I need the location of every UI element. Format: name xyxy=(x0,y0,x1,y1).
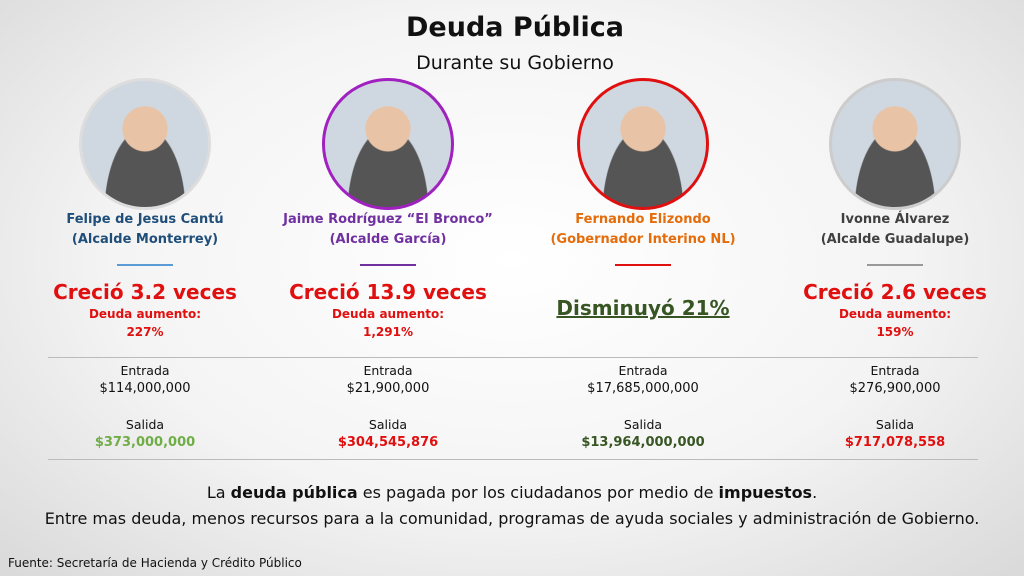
entry: $21,900,000 xyxy=(346,381,430,396)
accent-line xyxy=(615,264,671,266)
footer-line: Entre mas deuda, menos recursos para a l… xyxy=(44,509,980,528)
role: (Alcalde Monterrey) xyxy=(71,232,219,247)
increase: 159% xyxy=(876,325,914,339)
increase: 227% xyxy=(126,325,164,339)
divider xyxy=(48,357,978,358)
text: es pagada por los ciudadanos por medio d… xyxy=(357,483,719,502)
exit-label: Salida xyxy=(875,417,915,432)
name: Felipe de Jesus Cantú xyxy=(66,212,224,227)
headline: Creció 13.9 veces xyxy=(289,280,487,304)
increase: 1,291% xyxy=(363,325,413,339)
text: La xyxy=(206,483,231,502)
subtitle: Durante su Gobierno xyxy=(416,52,614,74)
title: Deuda Pública xyxy=(406,12,624,43)
exit-label: Salida xyxy=(623,417,663,432)
increase-label: Deuda aumento: xyxy=(838,307,952,321)
entry-label: Entrada xyxy=(120,363,170,378)
name: Ivonne Álvarez xyxy=(840,212,950,227)
exit: $304,545,876 xyxy=(337,435,439,450)
role: (Alcalde García) xyxy=(329,232,447,247)
entry: $114,000,000 xyxy=(99,381,191,396)
entry-label: Entrada xyxy=(618,363,668,378)
name: Jaime Rodríguez “El Bronco” xyxy=(283,212,493,227)
photo xyxy=(829,78,961,210)
role: (Gobernador Interino NL) xyxy=(550,232,736,247)
increase-label: Deuda aumento: xyxy=(331,307,445,321)
footer-line: La deuda pública es pagada por los ciuda… xyxy=(207,483,817,502)
photo xyxy=(577,78,709,210)
accent-line xyxy=(360,264,416,266)
entry: $17,685,000,000 xyxy=(587,381,699,396)
entry-label: Entrada xyxy=(363,363,413,378)
text: . xyxy=(812,483,818,502)
photo xyxy=(322,78,454,210)
accent-line xyxy=(117,264,173,266)
text: deuda pública xyxy=(230,483,358,502)
name: Fernando Elizondo xyxy=(575,212,711,227)
photo xyxy=(79,78,211,210)
increase-label: Deuda aumento: xyxy=(88,307,202,321)
headline: Disminuyó 21% xyxy=(556,296,730,320)
text: impuestos xyxy=(718,483,813,502)
exit: $717,078,558 xyxy=(844,435,946,450)
source: Fuente: Secretaría de Hacienda y Crédito… xyxy=(8,556,302,570)
exit: $373,000,000 xyxy=(94,435,196,450)
role: (Alcalde Guadalupe) xyxy=(820,232,970,247)
headline: Creció 2.6 veces xyxy=(803,280,987,304)
exit-label: Salida xyxy=(368,417,408,432)
exit-label: Salida xyxy=(125,417,165,432)
entry: $276,900,000 xyxy=(849,381,941,396)
headline: Creció 3.2 veces xyxy=(53,280,237,304)
exit: $13,964,000,000 xyxy=(581,435,705,450)
divider xyxy=(48,459,978,460)
entry-label: Entrada xyxy=(870,363,920,378)
accent-line xyxy=(867,264,923,266)
